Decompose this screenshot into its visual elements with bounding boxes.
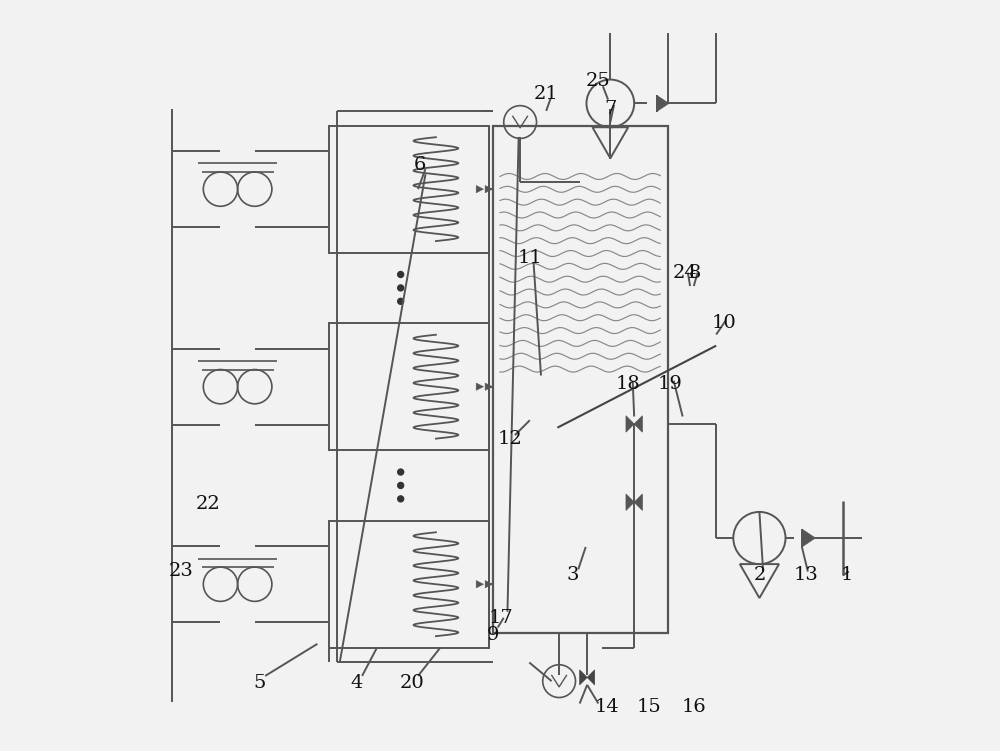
- Circle shape: [398, 482, 404, 488]
- Polygon shape: [657, 95, 669, 112]
- Text: 4: 4: [350, 674, 362, 692]
- Polygon shape: [626, 494, 634, 511]
- Polygon shape: [634, 494, 642, 511]
- Bar: [329, 324, 489, 450]
- Polygon shape: [476, 383, 484, 391]
- Polygon shape: [634, 416, 642, 432]
- Text: 17: 17: [489, 609, 514, 627]
- Polygon shape: [587, 670, 595, 685]
- Text: 8: 8: [689, 264, 701, 282]
- Circle shape: [398, 285, 404, 291]
- Polygon shape: [476, 581, 484, 588]
- Text: 18: 18: [616, 376, 641, 394]
- Text: 14: 14: [595, 698, 620, 716]
- Polygon shape: [485, 383, 493, 391]
- Text: 19: 19: [658, 376, 682, 394]
- Text: 7: 7: [604, 100, 617, 118]
- Text: 3: 3: [567, 566, 579, 584]
- Circle shape: [398, 272, 404, 277]
- Text: 6: 6: [414, 156, 426, 174]
- Text: 25: 25: [586, 72, 611, 90]
- Text: 5: 5: [254, 674, 266, 692]
- Bar: [329, 521, 489, 647]
- Text: 9: 9: [486, 626, 499, 644]
- Text: 24: 24: [672, 264, 697, 282]
- Text: 11: 11: [517, 249, 542, 267]
- Text: 22: 22: [195, 495, 220, 513]
- Text: 23: 23: [169, 562, 193, 580]
- Text: 2: 2: [753, 566, 766, 584]
- Bar: [329, 125, 489, 252]
- Polygon shape: [476, 185, 484, 193]
- Text: 1: 1: [840, 566, 853, 584]
- Polygon shape: [485, 581, 493, 588]
- Text: 12: 12: [497, 430, 522, 448]
- Polygon shape: [626, 416, 634, 432]
- Text: 20: 20: [400, 674, 424, 692]
- Polygon shape: [485, 185, 493, 193]
- Text: 10: 10: [711, 315, 736, 333]
- Text: 15: 15: [637, 698, 661, 716]
- Circle shape: [398, 298, 404, 304]
- Bar: [493, 125, 668, 632]
- Polygon shape: [802, 529, 815, 547]
- Text: 16: 16: [681, 698, 706, 716]
- Circle shape: [398, 469, 404, 475]
- Circle shape: [398, 496, 404, 502]
- Text: 21: 21: [534, 85, 559, 103]
- Polygon shape: [580, 670, 587, 685]
- Text: 13: 13: [793, 566, 818, 584]
